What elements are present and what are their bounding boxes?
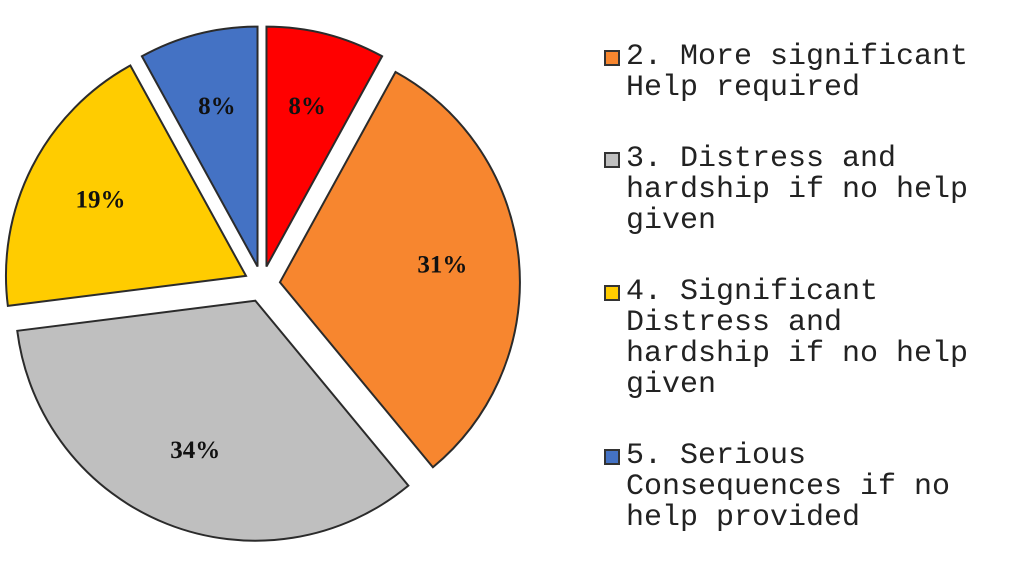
data-label: 8%: [198, 93, 236, 120]
legend-swatch: [604, 50, 620, 66]
legend-label: 5. Serious Consequences if no help provi…: [626, 439, 951, 535]
data-label: 31%: [417, 252, 467, 279]
legend-item: 5. Serious Consequences if no help provi…: [604, 441, 1009, 534]
legend-label: 2. More significant Help required: [626, 40, 969, 105]
legend: 2. More significant Help required 3. Dist…: [604, 42, 1009, 563]
legend-item: 2. More significant Help required: [604, 42, 1009, 104]
legend-swatch: [604, 152, 620, 168]
pie-slice: [16, 299, 410, 542]
pie-slice: [5, 64, 248, 308]
legend-swatch: [604, 285, 620, 301]
legend-swatch: [604, 449, 620, 465]
legend-label: 4. Significant Distress and hardship if …: [626, 275, 969, 402]
data-label: 34%: [170, 437, 220, 464]
legend-item: 3. Distress and hardship if no help give…: [604, 144, 1009, 237]
legend-label: 3. Distress and hardship if no help give…: [626, 142, 969, 238]
pie-area: 8% 31% 34% 19% 8%: [5, 25, 521, 542]
legend-item: 4. Significant Distress and hardship if …: [604, 277, 1009, 401]
pie-slice: [140, 25, 259, 268]
data-label: 8%: [288, 93, 326, 120]
pie-slice: [265, 25, 384, 268]
pie-slice: [278, 70, 521, 469]
data-label: 19%: [76, 186, 126, 213]
